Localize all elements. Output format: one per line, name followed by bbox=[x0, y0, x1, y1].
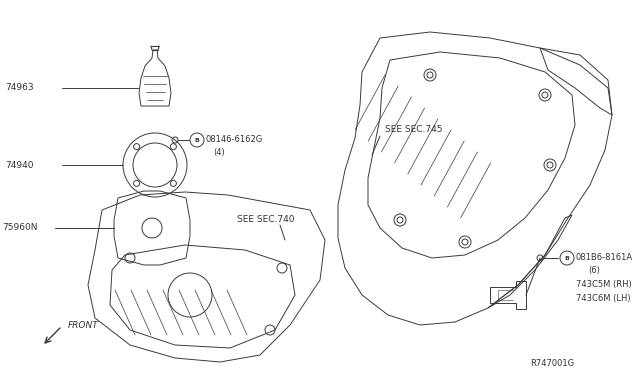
Text: 08146-6162G: 08146-6162G bbox=[205, 135, 262, 144]
Text: SEE SEC.745: SEE SEC.745 bbox=[385, 125, 442, 135]
Text: 081B6-8161A: 081B6-8161A bbox=[576, 253, 633, 262]
Text: R747001G: R747001G bbox=[530, 359, 574, 368]
Text: 75960N: 75960N bbox=[2, 224, 38, 232]
Text: 74940: 74940 bbox=[5, 160, 33, 170]
Text: SEE SEC.740: SEE SEC.740 bbox=[237, 215, 294, 224]
Text: (4): (4) bbox=[213, 148, 225, 157]
Text: 74963: 74963 bbox=[5, 83, 34, 93]
Text: B: B bbox=[564, 256, 570, 260]
Text: (6): (6) bbox=[588, 266, 600, 276]
Text: B: B bbox=[195, 138, 200, 142]
Text: 743C5M (RH): 743C5M (RH) bbox=[576, 280, 632, 289]
Text: FRONT: FRONT bbox=[68, 321, 99, 330]
Text: 743C6M (LH): 743C6M (LH) bbox=[576, 294, 630, 302]
